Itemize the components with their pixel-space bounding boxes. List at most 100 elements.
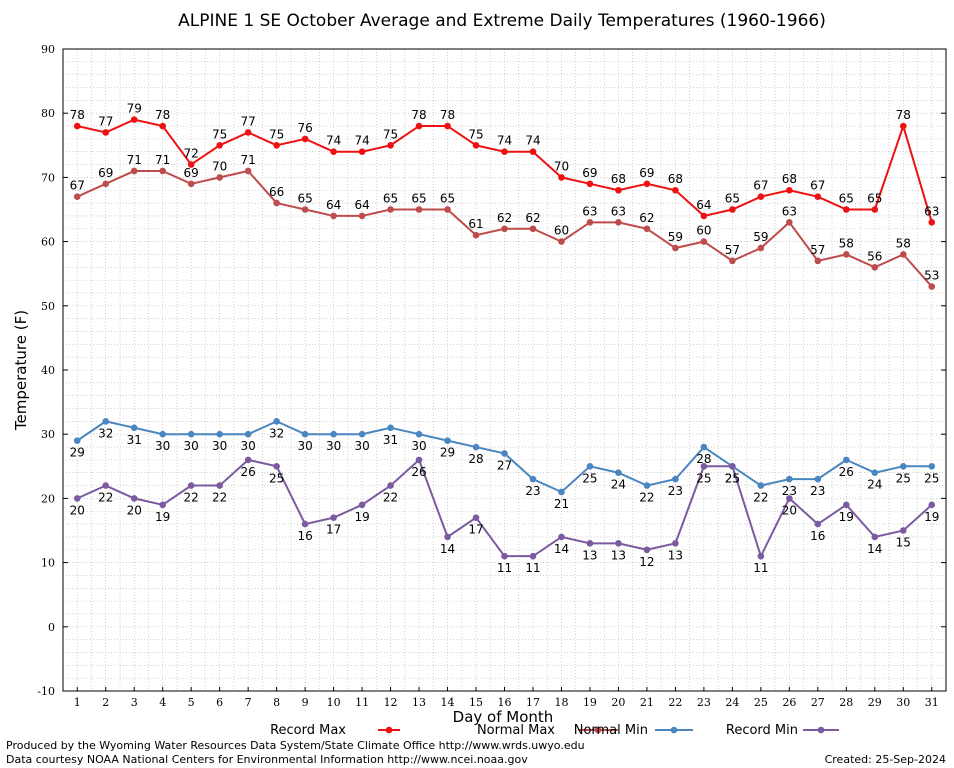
record-min-point — [529, 552, 537, 560]
x-tick-label: 16 — [498, 696, 512, 709]
normal-max-point — [415, 206, 423, 213]
footer-data-courtesy: Data courtesy NOAA National Centers for … — [6, 753, 528, 766]
record-min-data-label: 26 — [411, 465, 426, 479]
record-max-point — [415, 122, 423, 130]
x-tick-label: 11 — [355, 696, 369, 709]
record-min-data-label: 20 — [782, 503, 797, 517]
normal-min-data-label: 23 — [525, 484, 540, 498]
normal-max-point — [73, 193, 81, 200]
record-min-data-label: 22 — [383, 491, 398, 505]
normal-max-point — [273, 199, 280, 207]
normal-max-data-label: 60 — [554, 224, 569, 238]
record-max-point — [928, 219, 936, 226]
chart-title: ALPINE 1 SE October Average and Extreme … — [178, 11, 826, 31]
record-max-data-label: 75 — [269, 127, 284, 141]
normal-min-data-label: 30 — [155, 439, 170, 453]
x-tick-label: 29 — [868, 696, 882, 709]
record-min-point — [472, 514, 480, 521]
record-max-data-label: 75 — [468, 127, 483, 141]
normal-min-data-label: 23 — [782, 484, 797, 498]
x-tick-label: 27 — [811, 696, 825, 709]
normal-max-data-label: 63 — [582, 204, 597, 218]
record-max-data-label: 74 — [497, 134, 512, 148]
legend-marker-normal-min — [670, 726, 678, 734]
normal-min-point — [73, 437, 81, 444]
x-tick-label: 21 — [640, 696, 654, 709]
normal-max-data-label: 65 — [411, 192, 426, 206]
normal-min-point — [102, 418, 110, 425]
record-min-point — [672, 540, 679, 547]
normal-max-point — [301, 206, 309, 213]
footer-created-date: Created: 25-Sep-2024 — [825, 753, 946, 766]
normal-min-data-label: 30 — [411, 439, 426, 453]
normal-max-data-label: 65 — [297, 192, 312, 206]
record-min-point — [899, 527, 907, 534]
normal-max-point — [928, 283, 936, 290]
normal-min-data-label: 25 — [924, 471, 939, 485]
record-min-data-label: 22 — [184, 491, 199, 505]
normal-max-point — [672, 244, 679, 252]
record-min-data-label: 25 — [269, 471, 284, 485]
record-min-point — [244, 456, 252, 464]
record-max-point — [330, 148, 337, 156]
record-min-point — [843, 501, 850, 509]
normal-min-point — [586, 463, 594, 470]
normal-max-data-label: 70 — [212, 159, 227, 173]
normal-min-data-label: 27 — [497, 458, 512, 472]
normal-min-data-label: 25 — [896, 471, 911, 485]
normal-min-data-label: 30 — [184, 439, 199, 453]
x-tick-label: 4 — [159, 696, 166, 709]
record-min-data-label: 25 — [725, 471, 740, 485]
record-max-point — [643, 180, 651, 188]
record-min-point — [615, 540, 622, 547]
record-min-data-label: 12 — [639, 555, 654, 569]
normal-max-data-label: 53 — [924, 269, 939, 283]
record-min-data-label: 15 — [896, 536, 911, 550]
x-tick-label: 26 — [782, 696, 796, 709]
record-max-point — [871, 206, 879, 213]
normal-max-point — [729, 257, 736, 265]
y-tick-label: 10 — [41, 557, 55, 570]
normal-max-point — [757, 244, 765, 252]
record-max-point — [130, 116, 138, 123]
normal-min-point — [786, 475, 793, 483]
record-min-data-label: 17 — [326, 523, 341, 537]
normal-max-data-label: 56 — [867, 249, 882, 263]
record-min-data-label: 25 — [696, 471, 711, 485]
record-min-point — [928, 501, 936, 509]
normal-max-data-label: 65 — [383, 192, 398, 206]
x-tick-label: 30 — [896, 696, 910, 709]
y-tick-label: 90 — [41, 43, 55, 56]
record-min-point — [73, 495, 81, 502]
record-max-data-label: 78 — [440, 108, 455, 122]
record-min-data-label: 26 — [241, 465, 256, 479]
record-min-data-label: 19 — [839, 510, 854, 524]
x-tick-label: 20 — [611, 696, 625, 709]
normal-min-point — [358, 430, 366, 438]
normal-min-point — [415, 430, 423, 438]
y-tick-label: 20 — [41, 492, 55, 505]
record-max-data-label: 65 — [839, 192, 854, 206]
normal-min-point — [387, 424, 394, 432]
record-min-point — [444, 533, 451, 541]
normal-max-data-label: 62 — [639, 211, 654, 225]
normal-max-point — [444, 206, 451, 213]
record-max-point — [244, 129, 252, 136]
legend-marker-record-max — [385, 726, 393, 734]
record-min-point — [729, 463, 736, 470]
normal-min-data-label: 21 — [554, 497, 569, 511]
record-max-point — [558, 174, 565, 181]
record-max-data-label: 74 — [354, 134, 369, 148]
y-tick-label: 50 — [41, 300, 55, 313]
normal-max-point — [102, 180, 110, 188]
normal-min-data-label: 29 — [440, 446, 455, 460]
normal-min-point — [130, 424, 138, 432]
x-tick-label: 18 — [554, 696, 568, 709]
record-max-point — [672, 186, 679, 194]
record-min-point — [102, 482, 110, 489]
record-max-data-label: 67 — [810, 179, 825, 193]
normal-max-data-label: 71 — [127, 153, 142, 167]
record-max-point — [729, 206, 736, 213]
normal-min-point — [558, 488, 565, 496]
